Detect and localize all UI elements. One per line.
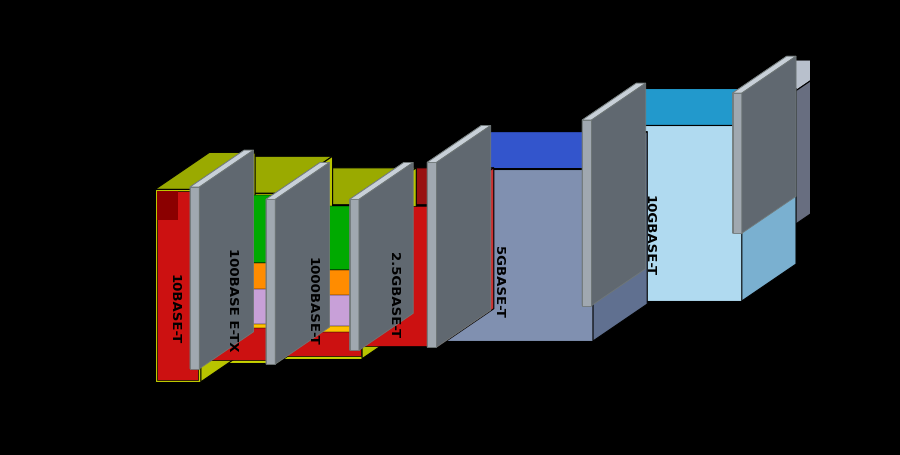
Polygon shape — [225, 195, 275, 263]
Polygon shape — [199, 195, 275, 360]
Polygon shape — [190, 150, 244, 369]
Polygon shape — [305, 270, 356, 320]
Polygon shape — [190, 187, 199, 369]
Polygon shape — [361, 206, 438, 346]
Polygon shape — [349, 162, 413, 199]
Polygon shape — [278, 156, 333, 363]
Polygon shape — [158, 191, 178, 220]
Polygon shape — [305, 270, 356, 332]
Polygon shape — [362, 168, 417, 359]
Polygon shape — [733, 56, 796, 93]
Polygon shape — [190, 150, 254, 187]
Polygon shape — [428, 162, 436, 347]
Polygon shape — [349, 162, 404, 350]
Polygon shape — [787, 60, 841, 230]
Polygon shape — [436, 126, 491, 347]
Text: 2.5GBASE-T: 2.5GBASE-T — [387, 252, 400, 338]
Polygon shape — [275, 162, 329, 364]
Polygon shape — [359, 205, 439, 346]
Polygon shape — [201, 152, 255, 382]
Text: 10BASE-T: 10BASE-T — [168, 273, 181, 344]
Polygon shape — [196, 193, 278, 363]
Polygon shape — [158, 191, 198, 379]
Polygon shape — [742, 56, 796, 233]
Text: 1000BASE-T: 1000BASE-T — [306, 257, 319, 345]
Polygon shape — [739, 97, 787, 230]
Polygon shape — [244, 289, 270, 324]
Text: 100BASE E-TX: 100BASE E-TX — [226, 248, 239, 351]
Text: 5GBASE-T: 5GBASE-T — [492, 246, 505, 318]
Polygon shape — [349, 199, 359, 350]
Polygon shape — [439, 168, 494, 346]
Polygon shape — [266, 199, 275, 364]
Polygon shape — [733, 93, 742, 233]
Polygon shape — [428, 126, 482, 347]
Text: 10GBASE-T: 10GBASE-T — [643, 195, 655, 276]
Polygon shape — [225, 263, 270, 328]
Polygon shape — [436, 168, 593, 341]
Polygon shape — [582, 120, 591, 306]
Polygon shape — [305, 206, 361, 270]
Polygon shape — [359, 162, 413, 350]
Polygon shape — [428, 126, 491, 162]
Polygon shape — [742, 88, 796, 301]
Polygon shape — [591, 83, 645, 306]
Polygon shape — [582, 83, 645, 120]
Polygon shape — [266, 162, 320, 364]
Polygon shape — [582, 83, 636, 306]
Polygon shape — [225, 263, 270, 316]
Polygon shape — [590, 88, 796, 126]
Polygon shape — [326, 295, 356, 326]
Polygon shape — [275, 205, 362, 359]
Polygon shape — [275, 168, 417, 205]
Polygon shape — [196, 156, 333, 193]
Polygon shape — [436, 131, 647, 168]
Polygon shape — [590, 126, 742, 301]
Polygon shape — [277, 206, 361, 356]
Polygon shape — [155, 152, 255, 189]
Polygon shape — [155, 189, 201, 382]
Polygon shape — [199, 150, 254, 369]
Polygon shape — [593, 131, 647, 341]
Polygon shape — [359, 168, 494, 205]
Polygon shape — [733, 56, 787, 233]
Polygon shape — [266, 162, 329, 199]
Polygon shape — [739, 60, 841, 97]
